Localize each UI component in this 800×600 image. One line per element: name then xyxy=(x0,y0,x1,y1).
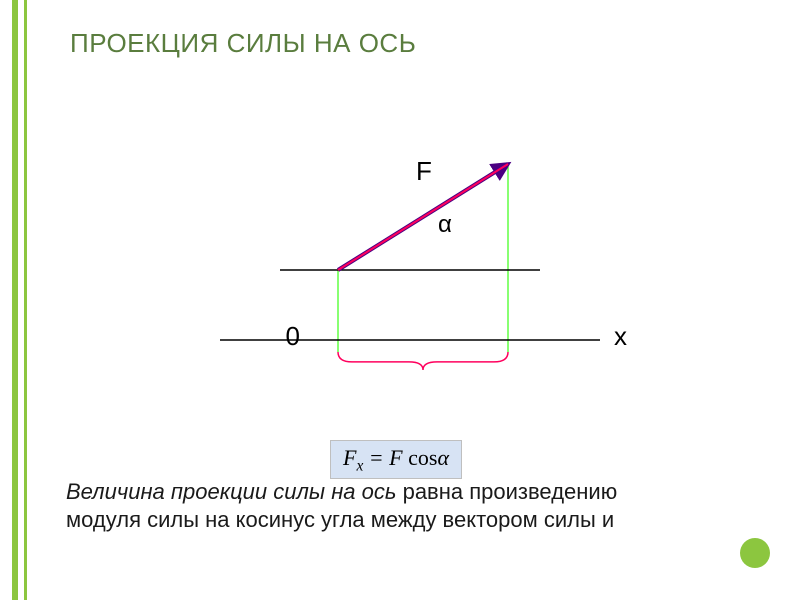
svg-text:α: α xyxy=(438,211,452,238)
stripe-inner xyxy=(24,0,27,600)
slide-title: ПРОЕКЦИЯ СИЛЫ НА ОСЬ xyxy=(70,28,416,59)
formula-cos: cos xyxy=(403,445,438,470)
body-line1-em: Величина проекции силы на ось xyxy=(66,479,396,504)
stripe-outer xyxy=(12,0,18,600)
formula-alpha: α xyxy=(437,445,449,470)
body-text: Величина проекции силы на ось равна прои… xyxy=(66,478,740,534)
svg-text:F: F xyxy=(416,156,432,186)
formula-eq: = xyxy=(363,445,389,470)
body-line1-rest: равна произведению xyxy=(396,479,617,504)
formula-rhs-F: F xyxy=(389,445,402,470)
svg-text:0: 0 xyxy=(286,321,300,351)
next-slide-button[interactable] xyxy=(740,538,770,568)
formula-box: Fx = F cosα xyxy=(330,440,462,479)
svg-text:x: x xyxy=(614,321,627,351)
body-line2: модуля силы на косинус угла между вектор… xyxy=(66,507,614,532)
formula-F: F xyxy=(343,445,356,470)
diagram: Fα 0 x xyxy=(160,120,640,420)
